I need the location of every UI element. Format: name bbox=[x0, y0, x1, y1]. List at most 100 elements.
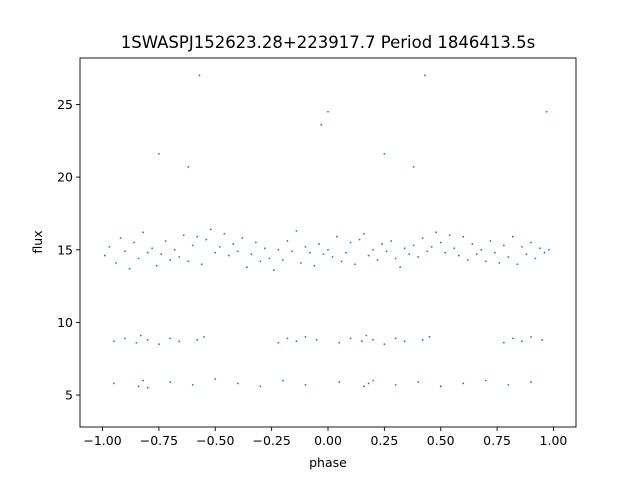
data-point bbox=[191, 383, 194, 386]
data-point bbox=[360, 340, 363, 343]
data-point bbox=[516, 263, 519, 266]
data-point bbox=[155, 264, 158, 267]
data-point bbox=[295, 229, 298, 232]
data-point bbox=[191, 244, 194, 247]
data-point bbox=[435, 231, 438, 234]
x-tick-label: 0.50 bbox=[427, 433, 455, 448]
data-point bbox=[345, 251, 347, 254]
x-axis: −1.00 −0.75 −0.50 −0.25 0.00 0.25 0.50 0.75 1.00 bbox=[83, 427, 567, 448]
data-point bbox=[146, 251, 149, 254]
y-axis: 5 10 15 20 25 bbox=[57, 97, 80, 403]
data-point bbox=[475, 253, 478, 256]
y-tick-label: 20 bbox=[57, 170, 73, 185]
data-point bbox=[164, 240, 167, 242]
data-point bbox=[151, 247, 154, 250]
data-point bbox=[390, 240, 393, 242]
data-point bbox=[327, 248, 329, 251]
scatter-points bbox=[103, 74, 550, 389]
data-point bbox=[196, 235, 199, 238]
data-point bbox=[340, 260, 343, 263]
data-point bbox=[108, 245, 111, 248]
data-point bbox=[428, 336, 431, 338]
data-point bbox=[426, 250, 429, 253]
data-point bbox=[196, 338, 199, 341]
data-point bbox=[383, 343, 386, 346]
data-point bbox=[520, 245, 523, 248]
data-point bbox=[421, 237, 424, 240]
data-point bbox=[259, 260, 262, 263]
data-point bbox=[372, 379, 374, 382]
data-point bbox=[205, 238, 208, 241]
data-point bbox=[358, 238, 361, 241]
data-point bbox=[158, 343, 160, 346]
data-point bbox=[133, 241, 136, 244]
data-point bbox=[448, 234, 451, 237]
data-point bbox=[539, 247, 541, 250]
data-point bbox=[349, 241, 352, 244]
data-point bbox=[363, 232, 365, 235]
data-point bbox=[119, 237, 122, 240]
data-point bbox=[182, 234, 185, 237]
data-point bbox=[439, 241, 442, 244]
data-point bbox=[198, 74, 201, 77]
data-point bbox=[304, 336, 307, 338]
data-point bbox=[354, 263, 356, 266]
data-point bbox=[218, 245, 221, 248]
data-point bbox=[502, 244, 505, 247]
data-point bbox=[484, 260, 487, 263]
data-point bbox=[112, 382, 115, 385]
data-point bbox=[178, 340, 181, 343]
data-point bbox=[466, 259, 469, 261]
data-point bbox=[394, 383, 397, 386]
data-point bbox=[169, 381, 172, 383]
data-point bbox=[530, 381, 532, 383]
data-point bbox=[139, 334, 142, 337]
data-point bbox=[383, 152, 386, 155]
data-point bbox=[187, 166, 190, 168]
data-point bbox=[241, 237, 244, 240]
data-point bbox=[214, 378, 217, 380]
data-point bbox=[277, 248, 280, 251]
data-point bbox=[146, 338, 149, 341]
data-point bbox=[263, 247, 266, 250]
data-point bbox=[548, 248, 550, 251]
data-point bbox=[124, 250, 126, 253]
data-point bbox=[424, 74, 426, 77]
data-point bbox=[408, 253, 411, 256]
data-point bbox=[457, 254, 460, 257]
data-point bbox=[137, 257, 140, 260]
data-point bbox=[462, 382, 465, 385]
data-point bbox=[137, 385, 140, 388]
data-point bbox=[272, 269, 275, 271]
data-point bbox=[338, 341, 341, 344]
data-point bbox=[545, 110, 548, 113]
data-point bbox=[142, 231, 145, 234]
data-point bbox=[541, 338, 544, 341]
data-point bbox=[286, 337, 289, 340]
data-point bbox=[412, 244, 415, 247]
data-point bbox=[322, 253, 325, 256]
data-point bbox=[169, 259, 172, 261]
data-point bbox=[304, 383, 307, 386]
data-point bbox=[365, 334, 368, 337]
data-point bbox=[236, 250, 239, 253]
data-point bbox=[203, 336, 205, 338]
data-point bbox=[214, 251, 217, 254]
data-point bbox=[268, 257, 271, 260]
data-point bbox=[385, 250, 388, 253]
data-point bbox=[525, 253, 528, 256]
data-point bbox=[254, 241, 257, 244]
x-tick-label: −0.25 bbox=[252, 433, 290, 448]
data-point bbox=[209, 228, 212, 231]
data-point bbox=[304, 245, 307, 248]
data-point bbox=[286, 240, 289, 242]
data-point bbox=[291, 250, 293, 253]
data-point bbox=[471, 243, 474, 245]
data-point bbox=[367, 254, 370, 257]
data-point bbox=[223, 232, 226, 235]
data-point bbox=[245, 266, 248, 269]
data-point bbox=[403, 247, 406, 250]
data-point bbox=[421, 338, 424, 341]
